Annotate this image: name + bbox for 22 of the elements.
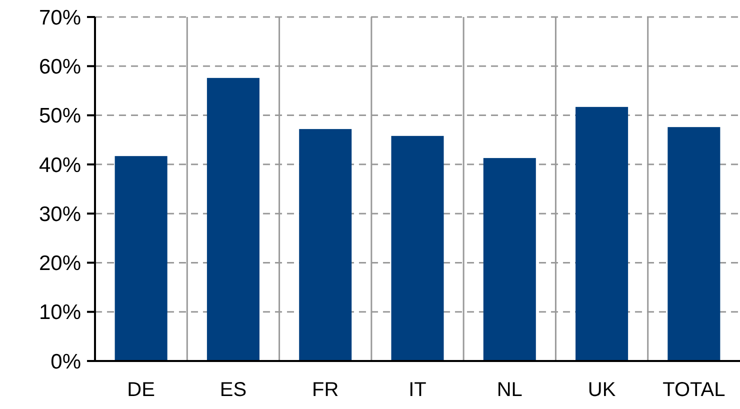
x-tick-label: FR — [312, 379, 339, 401]
y-tick-label: 70% — [38, 6, 81, 30]
bar — [114, 156, 168, 361]
y-tick-label: 20% — [38, 252, 81, 276]
x-tick-label: UK — [588, 379, 616, 401]
bar — [206, 78, 260, 361]
bar — [391, 136, 444, 361]
x-tick-label: TOTAL — [662, 379, 726, 401]
bar — [299, 129, 352, 361]
y-tick-label: 0% — [50, 350, 81, 374]
bar — [576, 106, 628, 361]
y-tick-label: 50% — [38, 104, 81, 128]
y-tick-label: 60% — [38, 55, 81, 78]
bar — [668, 127, 720, 361]
y-tick-label: 40% — [38, 154, 81, 177]
x-tick-label: NL — [496, 379, 522, 401]
y-tick-label: 10% — [38, 301, 81, 324]
x-tick-label: DE — [127, 379, 155, 401]
x-tick-label: ES — [220, 379, 247, 401]
x-tick-label: IT — [408, 379, 426, 401]
y-tick-label: 30% — [38, 202, 81, 226]
bar — [483, 158, 536, 361]
